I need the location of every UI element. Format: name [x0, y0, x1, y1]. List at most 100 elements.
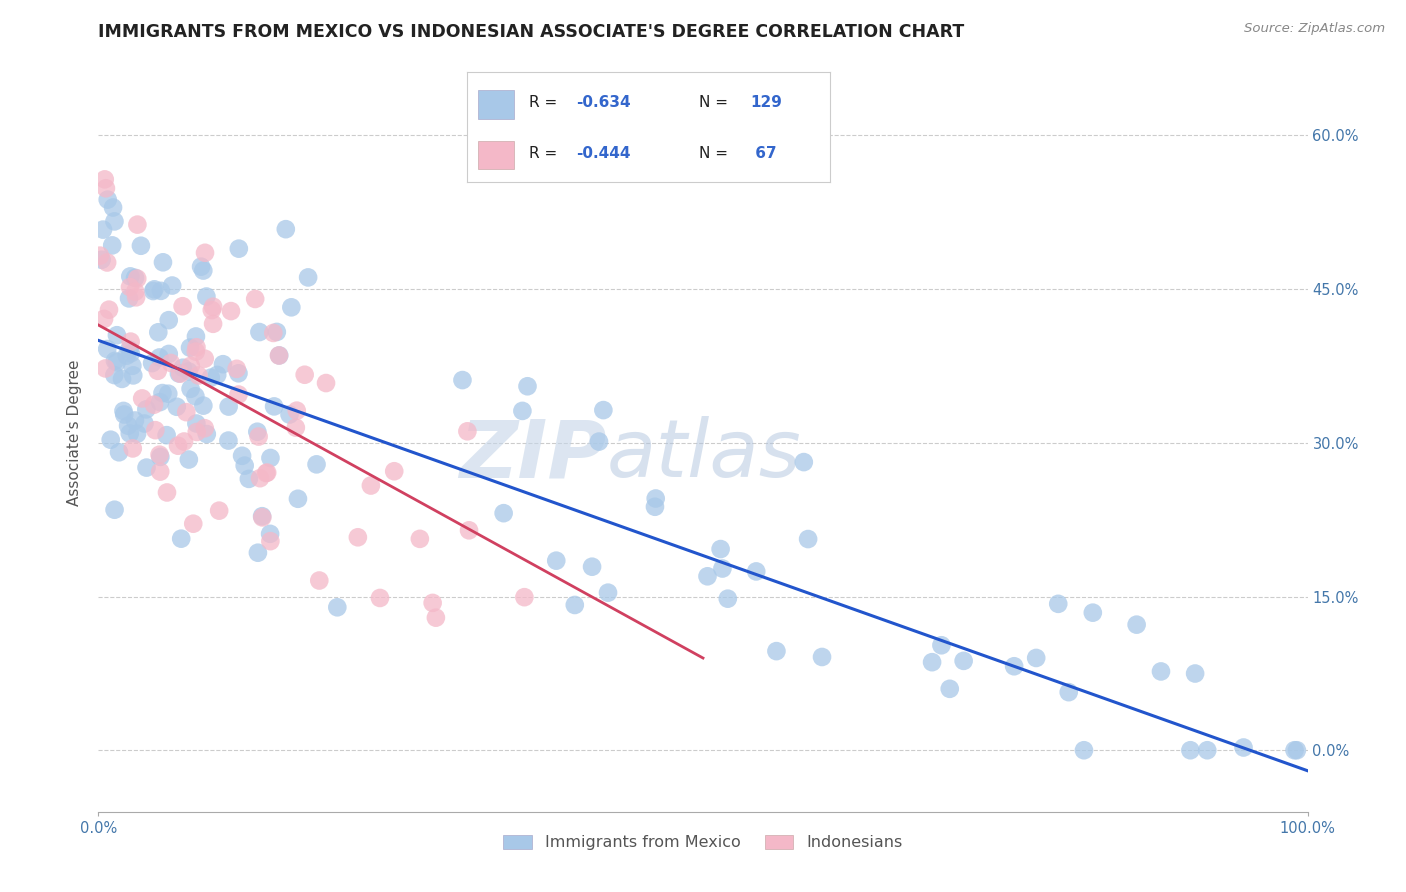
Point — [422, 596, 444, 610]
Point — [793, 455, 815, 469]
Point — [160, 278, 183, 293]
Point — [218, 400, 240, 414]
Point — [100, 433, 122, 447]
Point — [1180, 743, 1202, 757]
Point — [1057, 685, 1080, 699]
Point — [167, 439, 190, 453]
Point — [94, 181, 117, 195]
Point — [512, 404, 534, 418]
Point — [157, 386, 180, 401]
Point — [180, 359, 202, 373]
Point — [1284, 743, 1306, 757]
Point — [765, 644, 787, 658]
Point — [305, 458, 328, 472]
Point — [156, 428, 179, 442]
Point — [120, 334, 142, 349]
Point — [117, 418, 139, 433]
Point — [259, 534, 281, 549]
Point — [243, 292, 266, 306]
Point — [177, 364, 200, 378]
Point — [451, 373, 474, 387]
Point — [112, 408, 135, 422]
Point — [516, 379, 538, 393]
Point — [148, 325, 170, 339]
Point — [205, 368, 228, 382]
Point — [173, 434, 195, 449]
Point — [124, 270, 146, 285]
Point — [148, 351, 170, 365]
Point — [254, 466, 277, 480]
Point — [193, 263, 215, 277]
Point — [120, 269, 142, 284]
Point — [287, 491, 309, 506]
Point — [931, 638, 953, 652]
Point — [492, 506, 515, 520]
Point — [315, 376, 337, 390]
Point — [326, 600, 349, 615]
Point — [195, 289, 218, 303]
Point — [98, 302, 121, 317]
Point — [120, 346, 142, 360]
Point — [127, 218, 149, 232]
Point — [157, 347, 180, 361]
Point — [105, 328, 128, 343]
Point — [103, 214, 125, 228]
Text: ZIP: ZIP — [458, 417, 606, 494]
Point — [121, 442, 143, 456]
Point — [513, 590, 536, 604]
Point — [186, 425, 208, 439]
Point — [143, 423, 166, 437]
Point — [201, 303, 224, 318]
Point — [231, 449, 253, 463]
Point — [101, 238, 124, 252]
Point — [149, 395, 172, 409]
Point — [252, 510, 274, 524]
Point — [148, 448, 170, 462]
Point — [1285, 743, 1308, 757]
Y-axis label: Associate's Degree: Associate's Degree — [67, 359, 83, 506]
Point — [97, 193, 120, 207]
Point — [238, 472, 260, 486]
Point — [269, 348, 291, 362]
Point — [160, 356, 183, 370]
Text: Source: ZipAtlas.com: Source: ZipAtlas.com — [1244, 22, 1385, 36]
Point — [135, 402, 157, 417]
Point — [382, 464, 405, 478]
Point — [202, 317, 225, 331]
Point — [1197, 743, 1219, 757]
Point — [181, 516, 204, 531]
Point — [156, 485, 179, 500]
Point — [259, 450, 281, 465]
Point — [425, 610, 447, 624]
Point — [546, 554, 568, 568]
Point — [143, 282, 166, 296]
Point — [249, 471, 271, 485]
Point — [103, 368, 125, 382]
Point — [96, 342, 118, 356]
Point — [308, 574, 330, 588]
Point — [105, 355, 128, 369]
Point — [710, 542, 733, 557]
Point — [194, 351, 217, 366]
Point — [149, 284, 172, 298]
Point — [811, 650, 834, 665]
Point — [1081, 606, 1104, 620]
Point — [360, 478, 382, 492]
Point — [193, 399, 215, 413]
Point — [1073, 743, 1095, 757]
Point — [142, 284, 165, 298]
Point — [285, 403, 308, 417]
Point — [644, 500, 666, 514]
Point — [194, 245, 217, 260]
Point — [122, 368, 145, 383]
Point — [228, 387, 250, 401]
Point — [103, 502, 125, 516]
Point — [284, 420, 307, 434]
Point — [167, 367, 190, 381]
Point — [101, 201, 124, 215]
Point — [111, 372, 134, 386]
Point — [112, 404, 135, 418]
Point — [174, 405, 197, 419]
Point — [263, 400, 285, 414]
Point — [93, 311, 115, 326]
